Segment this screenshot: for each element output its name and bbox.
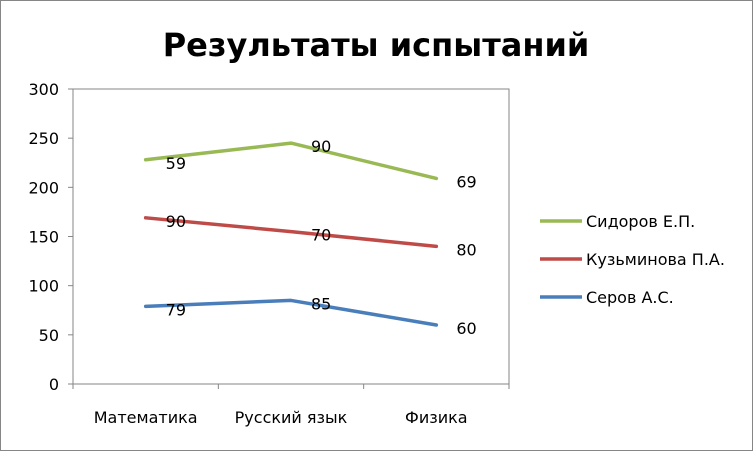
y-tick-label: 200 (28, 178, 59, 197)
series-line-2 (143, 141, 439, 181)
data-label: 90 (166, 212, 186, 231)
x-tick-label: Математика (94, 408, 198, 427)
series-line-0 (143, 298, 439, 327)
data-label: 79 (166, 300, 186, 319)
y-tick-label: 0 (49, 375, 59, 394)
y-tick-label: 100 (28, 277, 59, 296)
x-axis: Математика Русский язык Физика (72, 384, 510, 427)
series-lines (143, 141, 439, 327)
data-label: 80 (456, 240, 476, 259)
data-label: 69 (456, 172, 476, 191)
y-tick-label: 250 (28, 129, 59, 148)
plot-area (72, 88, 510, 385)
series-line-1 (143, 216, 439, 249)
data-label: 59 (166, 154, 186, 173)
data-labels: 79 85 60 90 70 80 59 90 69 (166, 137, 477, 338)
legend-label: Кузьминова П.А. (586, 250, 725, 269)
y-tick-label: 50 (39, 326, 59, 345)
legend: Сидоров Е.П. Кузьминова П.А. Серов А.С. (540, 212, 725, 307)
legend-label: Сидоров Е.П. (586, 212, 695, 231)
y-axis: 0 50 100 150 200 250 300 (28, 80, 73, 394)
data-label: 85 (311, 294, 331, 313)
y-tick-label: 300 (28, 80, 59, 99)
data-label: 90 (311, 137, 331, 156)
data-label: 70 (311, 226, 331, 245)
y-tick-label: 150 (28, 228, 59, 247)
data-label: 60 (456, 319, 476, 338)
legend-label: Серов А.С. (586, 288, 674, 307)
chart-title: Результаты испытаний (163, 26, 590, 64)
x-tick-label: Русский язык (235, 408, 348, 427)
x-tick-label: Физика (405, 408, 468, 427)
